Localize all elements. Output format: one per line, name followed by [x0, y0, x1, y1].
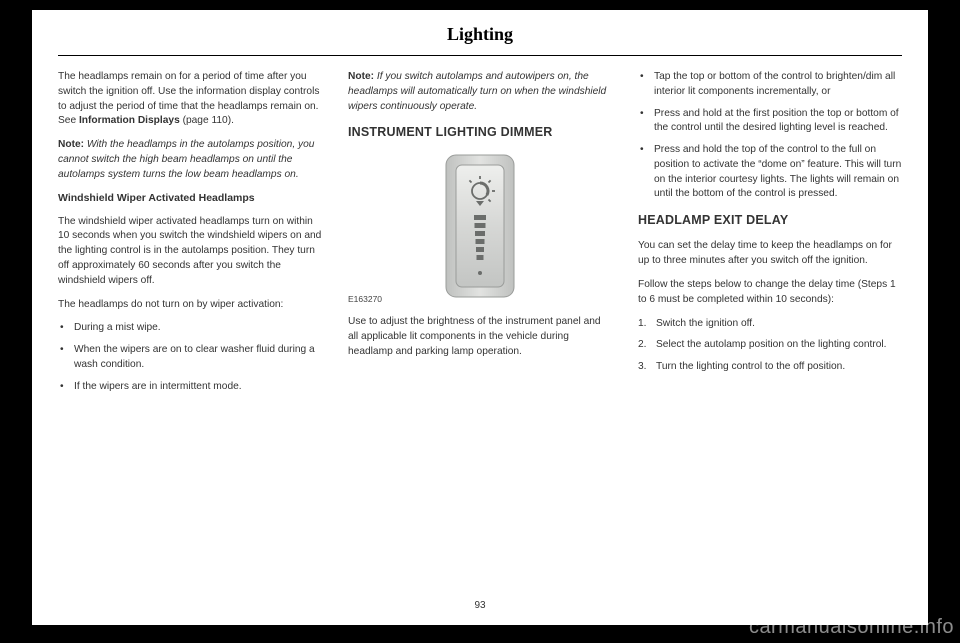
page-number: 93 [32, 600, 928, 611]
column-3: Tap the top or bottom of the control to … [638, 70, 902, 404]
page-title: Lighting [32, 10, 928, 55]
page: Lighting The headlamps remain on for a p… [32, 10, 928, 625]
list-item: Turn the lighting control to the off pos… [638, 360, 902, 375]
dimmer-figure: E163270 [348, 151, 612, 307]
list-item: If the wipers are in intermittent mode. [58, 380, 322, 395]
list-item: Press and hold the top of the control to… [638, 143, 902, 202]
list-item: During a mist wipe. [58, 321, 322, 336]
list-item: When the wipers are on to clear washer f… [58, 343, 322, 373]
watermark: carmanualsonline.info [749, 616, 954, 639]
section-heading: HEADLAMP EXIT DELAY [638, 211, 902, 229]
ref-link-text: Information Displays [79, 115, 180, 126]
content-columns: The headlamps remain on for a period of … [32, 70, 928, 404]
body-text: You can set the delay time to keep the h… [638, 239, 902, 269]
list-item: Select the autolamp position on the ligh… [638, 338, 902, 353]
column-1: The headlamps remain on for a period of … [58, 70, 322, 404]
body-text: Follow the steps below to change the del… [638, 278, 902, 308]
numbered-list: Switch the ignition off. Select the auto… [638, 317, 902, 375]
note-label: Note: [348, 71, 374, 82]
list-item: Switch the ignition off. [638, 317, 902, 332]
body-text: The windshield wiper activated headlamps… [58, 215, 322, 289]
section-heading: INSTRUMENT LIGHTING DIMMER [348, 123, 612, 141]
text-span: (page 110). [180, 115, 234, 126]
column-2: Note: If you switch autolamps and autowi… [348, 70, 612, 404]
bullet-list: During a mist wipe. When the wipers are … [58, 321, 322, 394]
subheading: Windshield Wiper Activated Headlamps [58, 191, 322, 206]
note-text: Note: If you switch autolamps and autowi… [348, 70, 612, 114]
figure-label: E163270 [348, 293, 382, 305]
note-label: Note: [58, 139, 84, 150]
list-item: Tap the top or bottom of the control to … [638, 70, 902, 100]
body-text: Use to adjust the brightness of the inst… [348, 315, 612, 359]
body-text: The headlamps remain on for a period of … [58, 70, 322, 129]
body-text: The headlamps do not turn on by wiper ac… [58, 298, 322, 313]
header-rule [58, 55, 902, 56]
list-item: Press and hold at the first position the… [638, 107, 902, 137]
note-body: If you switch autolamps and autowipers o… [348, 71, 606, 112]
bullet-list: Tap the top or bottom of the control to … [638, 70, 902, 202]
dimmer-control-icon [440, 151, 520, 301]
note-text: Note: With the headlamps in the autolamp… [58, 138, 322, 182]
note-body: With the headlamps in the autolamps posi… [58, 139, 314, 180]
